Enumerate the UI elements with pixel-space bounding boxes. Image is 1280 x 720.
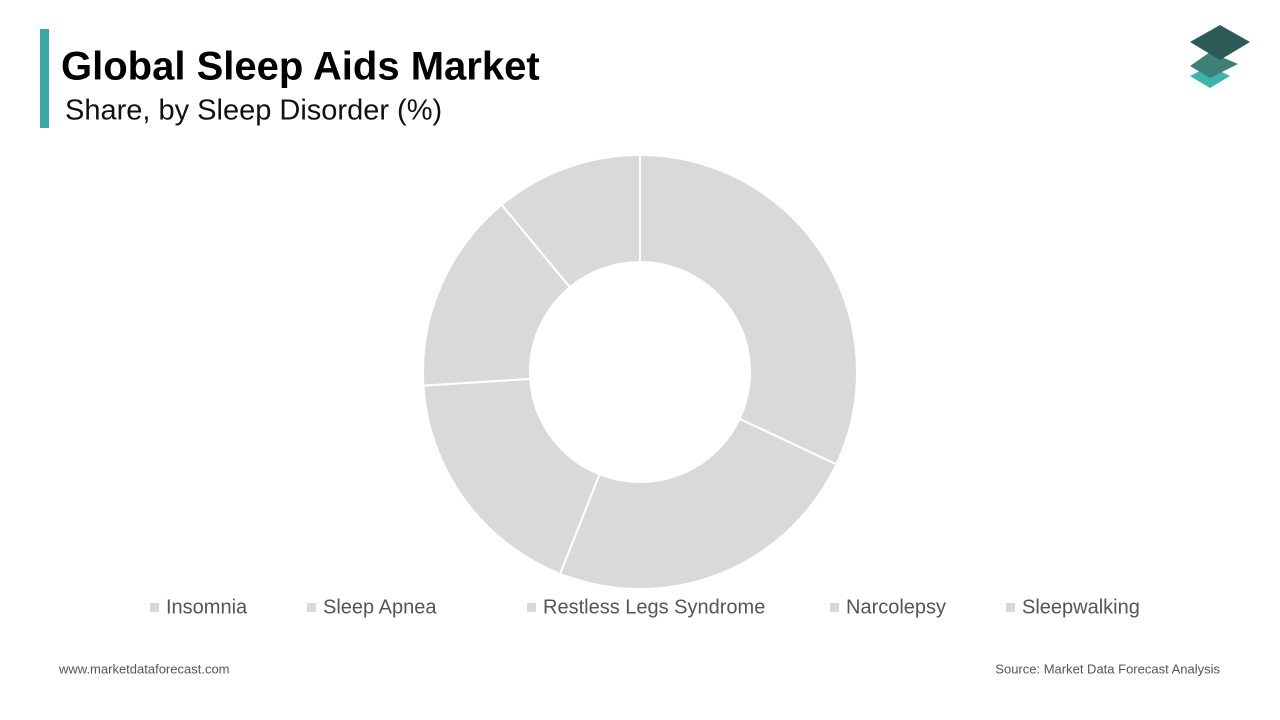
donut-slice	[558, 417, 838, 590]
footer-right: Source: Market Data Forecast Analysis	[995, 661, 1220, 676]
footer-left: www.marketdataforecast.com	[58, 661, 230, 676]
legend-swatch	[150, 603, 159, 612]
legend-swatch	[830, 603, 839, 612]
legend-label: Narcolepsy	[846, 596, 946, 618]
legend-swatch	[307, 603, 316, 612]
donut-slice	[422, 377, 601, 576]
chart-subtitle: Share, by Sleep Disorder (%)	[65, 95, 442, 127]
legend-label: Insomnia	[166, 596, 248, 618]
legend-label: Sleepwalking	[1022, 596, 1140, 618]
donut-slice	[639, 153, 858, 466]
donut-slice	[500, 153, 641, 289]
legend-swatch	[527, 603, 536, 612]
legend-swatch	[1006, 603, 1015, 612]
title-accent	[40, 29, 49, 128]
legend-label: Restless Legs Syndrome	[543, 596, 765, 618]
donut-slice	[422, 203, 572, 387]
chart-title: Global Sleep Aids Market	[61, 45, 540, 89]
logo	[1190, 25, 1250, 88]
legend-label: Sleep Apnea	[323, 596, 437, 618]
